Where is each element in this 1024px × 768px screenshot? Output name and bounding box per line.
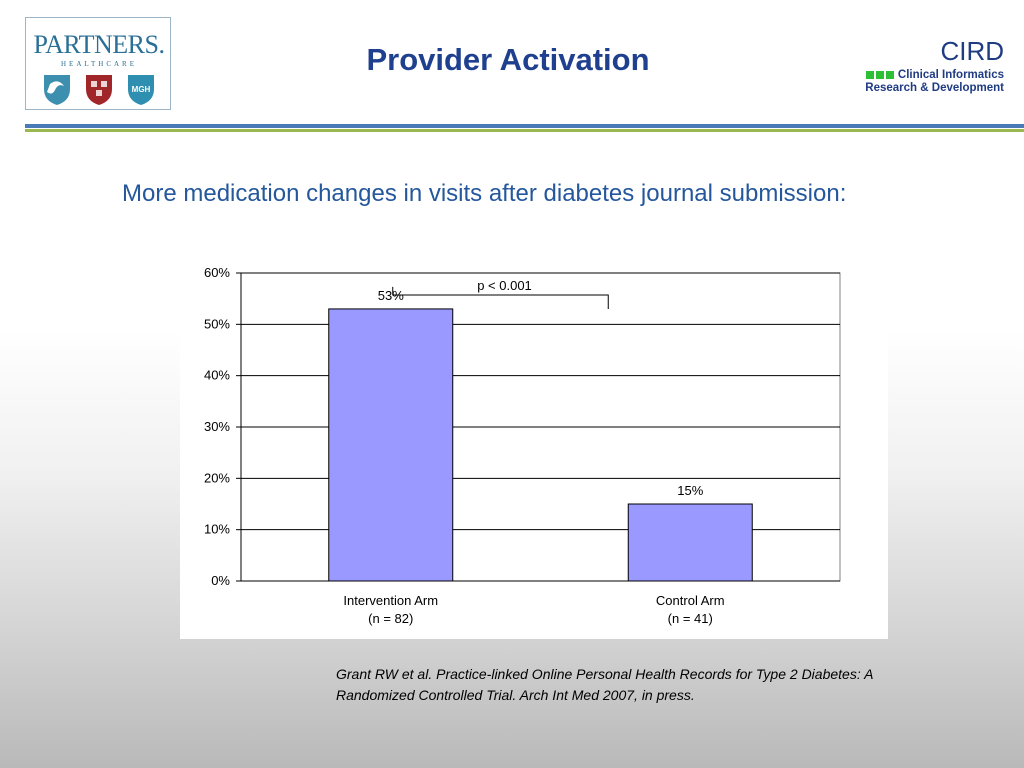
y-tick-label: 60% [204, 265, 230, 280]
partners-healthcare-logo: PARTNERS. HEALTHCARE MGH [25, 17, 171, 110]
slide-subtitle: More medication changes in visits after … [122, 180, 847, 207]
cird-logo-line2: Research & Development [865, 82, 1004, 94]
bar [328, 308, 454, 582]
data-label: 15% [677, 483, 703, 498]
data-label: 53% [378, 288, 404, 303]
bar-chart: 0% 10% 20% 30% 40% 50% 60% 53% Intervention Arm (… [180, 258, 888, 639]
x-tick-label: Control Arm [656, 593, 725, 608]
partners-logo-word: PARTNERS. [33, 30, 165, 59]
y-tick-label: 20% [204, 470, 230, 485]
x-tick-label: (n = 41) [668, 611, 713, 626]
citation: Grant RW et al. Practice-linked Online P… [336, 666, 873, 703]
bar [627, 503, 753, 582]
cird-logo-line1: Clinical Informatics [897, 69, 1004, 81]
significance-label: p < 0.001 [477, 278, 532, 293]
significance-bracket [392, 286, 609, 309]
cird-logo-word: CIRD [940, 36, 1004, 66]
svg-text:MGH: MGH [132, 85, 151, 94]
hospital-shields-icon: MGH [44, 75, 154, 105]
y-tick-label: 0% [211, 573, 230, 588]
x-tick-label: (n = 82) [368, 611, 413, 626]
cird-logo: CIRD Clinical Informatics Research & Dev… [844, 38, 1004, 94]
x-tick-label: Intervention Arm [343, 593, 438, 608]
y-tick-label: 50% [204, 316, 230, 331]
header-divider [25, 124, 1024, 132]
bar-chart-svg: 0% 10% 20% 30% 40% 50% 60% 53% Intervention Arm (… [204, 265, 841, 626]
partners-logo-sub: HEALTHCARE [60, 60, 138, 68]
y-tick-label: 10% [204, 522, 230, 537]
y-tick-label: 30% [204, 419, 230, 434]
cird-squares-icon [865, 71, 894, 79]
y-tick-label: 40% [204, 368, 230, 383]
slide-title: Provider Activation [366, 42, 650, 77]
